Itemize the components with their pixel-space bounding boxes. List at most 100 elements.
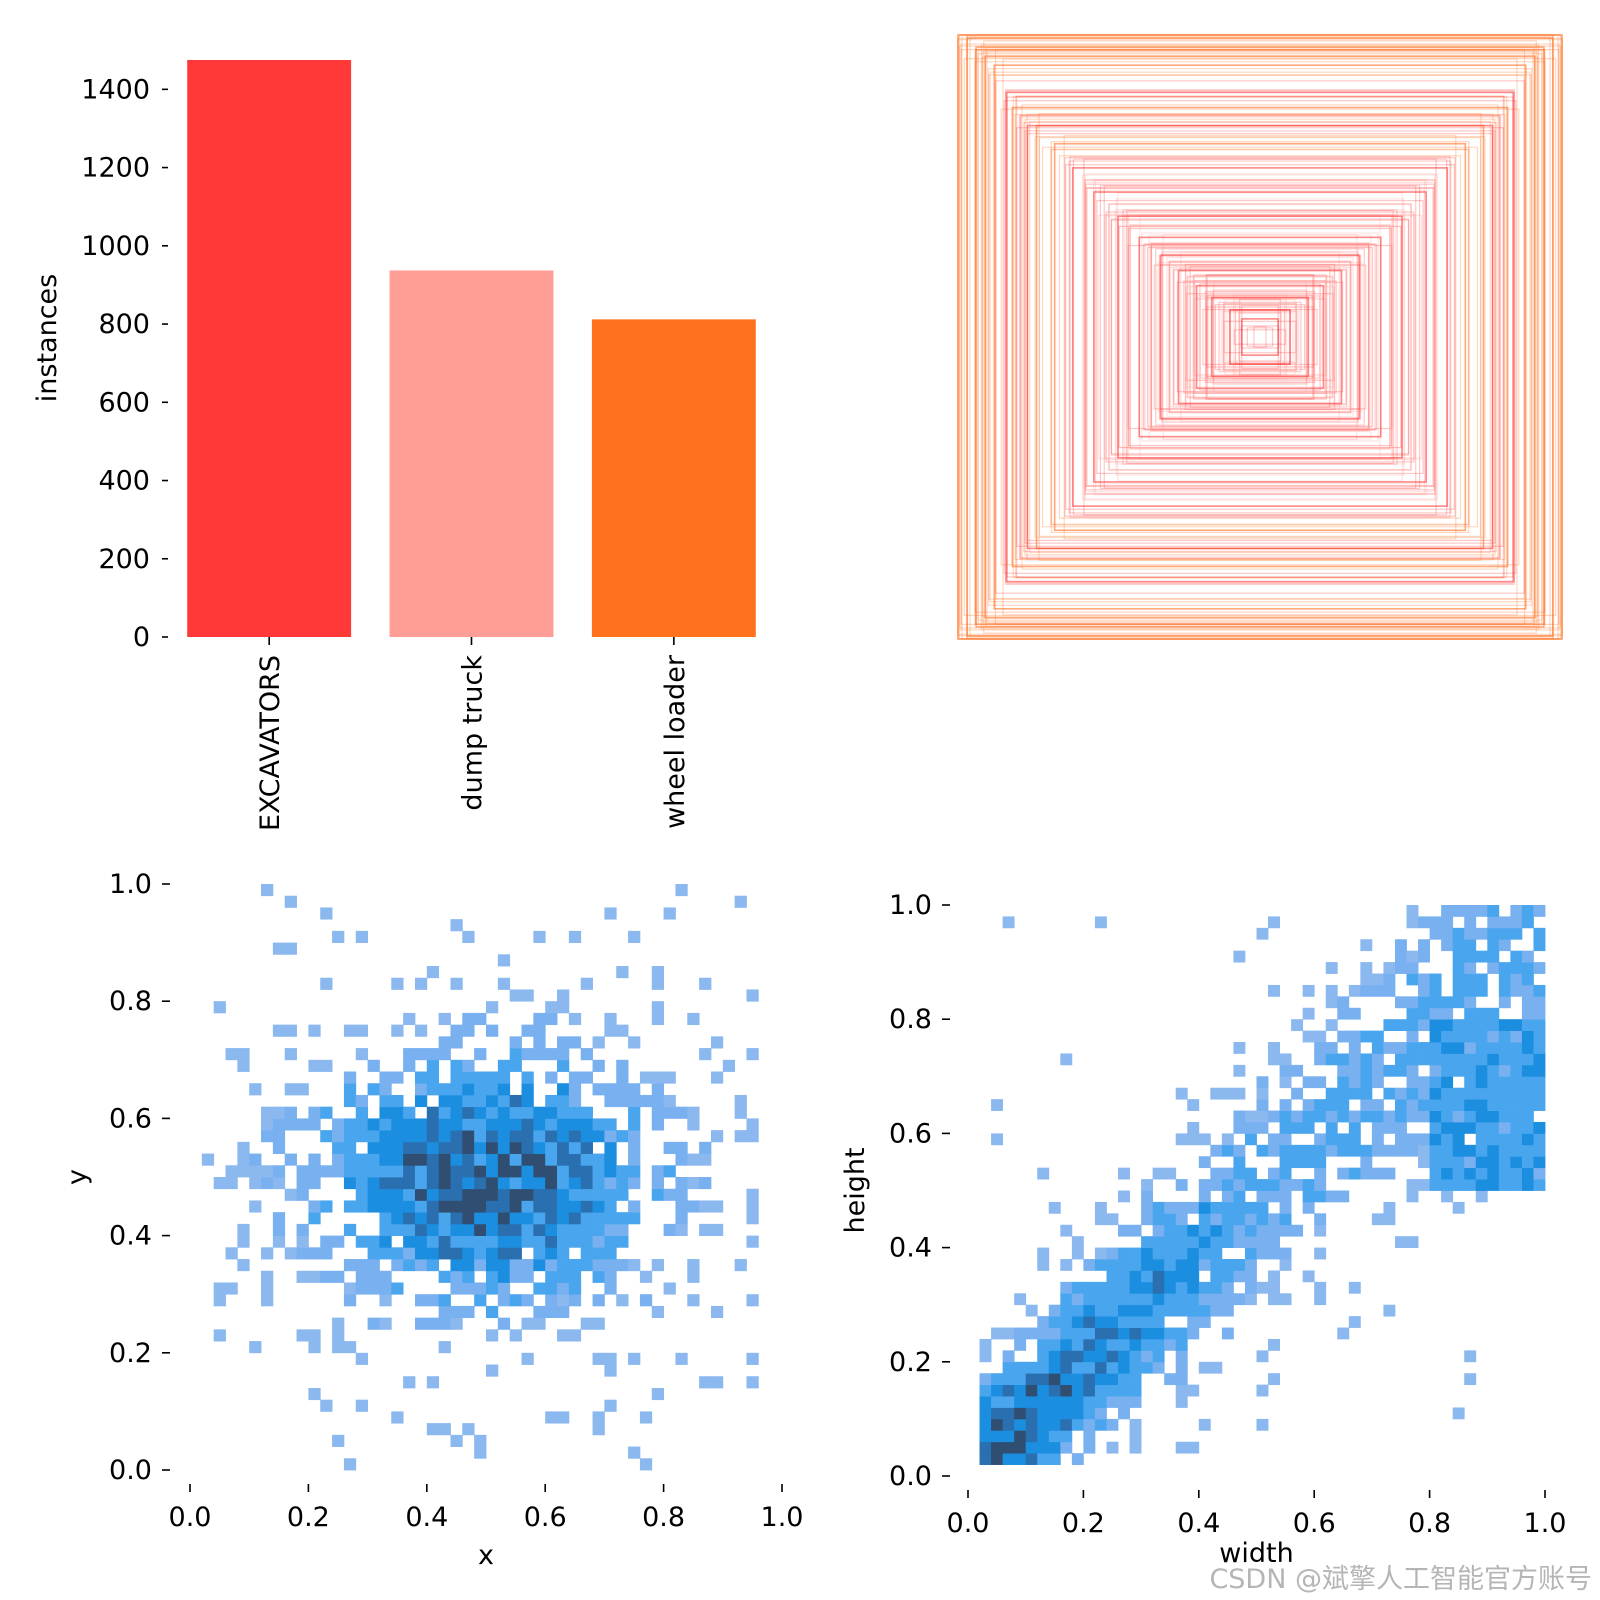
xy-heatmap-cell: [332, 1235, 345, 1248]
bar-y-tick-label: 600: [98, 387, 150, 418]
wh-heatmap-cell: [1314, 1167, 1327, 1180]
xy-heatmap-cell: [497, 977, 511, 990]
wh-heatmap-cell: [1337, 1007, 1350, 1020]
xy-heatmap-cell: [414, 977, 428, 990]
wh-heatmap-cell: [1256, 1099, 1269, 1111]
wh-heatmap-cell: [1164, 1373, 1177, 1386]
xy-heatmap-cell: [403, 1130, 416, 1143]
xy-heatmap-cell: [486, 1024, 499, 1037]
xy-heatmap-cell: [308, 1177, 321, 1190]
xy-heatmap-cell: [343, 1118, 357, 1131]
xy-heatmap-cell: [462, 1106, 475, 1119]
wh-heatmap-cell: [1129, 1259, 1142, 1271]
xy-heatmap-cell: [391, 1071, 404, 1084]
wh-heatmap-cell: [1060, 1316, 1073, 1328]
label-box-jitter: [975, 49, 1545, 625]
label-box-jitter: [1232, 294, 1288, 380]
xy-heatmap-cell: [521, 1270, 534, 1283]
wh-heatmap-cell: [1464, 1099, 1477, 1111]
wh-heatmap-cell: [1337, 1144, 1350, 1157]
xy-heatmap-cell: [343, 1282, 357, 1295]
label-box-jitter: [1081, 174, 1439, 500]
xy-heatmap-cell: [746, 1294, 759, 1307]
wh-heatmap-cell: [1083, 1373, 1096, 1386]
wh-heatmap-cell: [1464, 1007, 1477, 1020]
label-box: [975, 46, 1545, 628]
xy-heatmap-cell: [545, 1212, 558, 1225]
xy-heatmap-cell: [296, 1188, 309, 1201]
wh-heatmap-cell: [1418, 939, 1430, 952]
label-box-jitter: [1233, 329, 1287, 345]
xy-heatmap-cell: [533, 1048, 546, 1061]
xy-heatmap-cell: [509, 1329, 522, 1342]
xy-heatmap-cell: [521, 1235, 534, 1248]
label-box-jitter: [977, 53, 1543, 621]
wh-heatmap-cell: [1406, 1133, 1419, 1146]
wh-heatmap-cell: [1141, 1259, 1154, 1271]
wh-heatmap-cell: [1256, 1144, 1269, 1157]
xy-heatmap-cell: [592, 1317, 605, 1330]
wh-heatmap-cell: [1221, 1213, 1234, 1226]
xy-heatmap-cell: [746, 1212, 759, 1225]
xy-heatmap-cell: [580, 1188, 593, 1201]
wh-heatmap-cell: [1510, 1042, 1523, 1054]
xy-heatmap-cell: [557, 1118, 570, 1131]
label-box: [1108, 203, 1412, 471]
xy-heatmap-cell: [533, 1024, 546, 1037]
wh-heatmap-cell: [1498, 927, 1511, 940]
xy-heatmap-cell: [604, 1223, 617, 1236]
wh-heatmap-cell: [1060, 1327, 1073, 1340]
wh-heatmap-cell: [1118, 1327, 1130, 1340]
wh-heatmap-cell: [1106, 1384, 1119, 1397]
label-box-jitter: [1068, 160, 1452, 514]
wh-heatmap-cell: [1521, 1007, 1534, 1020]
xy-heatmap-cell: [545, 1130, 558, 1143]
wh-heatmap-cell: [1106, 1281, 1119, 1294]
xy-heatmap-cell: [426, 1059, 440, 1072]
xy-heatmap-cell: [320, 907, 333, 920]
xy-heatmap-cell: [533, 1177, 546, 1190]
wh-heatmap-cell: [1452, 1030, 1465, 1043]
wh-heatmap-cell: [1118, 1293, 1130, 1306]
wh-heatmap-cell: [1048, 1304, 1061, 1317]
wh-heatmap-cell: [1371, 1121, 1384, 1134]
xy-y-tick-label: 0.6: [109, 1103, 152, 1134]
xy-heatmap-cells: [201, 884, 759, 1471]
wh-heatmap-cell: [1198, 1156, 1211, 1169]
xy-heatmap-cell: [403, 1188, 416, 1201]
wh-heatmap-cell: [1475, 1121, 1488, 1134]
wh-heatmap-cell: [1279, 1064, 1292, 1077]
xy-heatmap-cell: [450, 1024, 463, 1037]
xy-heatmap-cell: [533, 1188, 546, 1201]
xy-heatmap-cell: [533, 1130, 546, 1143]
wh-heatmap-cell: [1441, 905, 1454, 917]
wh-heatmap-cell: [1325, 1042, 1338, 1054]
label-box-jitter: [1183, 280, 1337, 394]
wh-heatmap-cell: [1118, 1304, 1130, 1317]
wh-y-tick-label: 0.2: [889, 1347, 932, 1378]
wh-heatmap-cell: [1533, 1042, 1546, 1054]
wh-heatmap-cell: [1210, 1361, 1223, 1374]
wh-heatmap-cell: [1487, 1019, 1500, 1032]
wh-heatmap-cell: [1360, 962, 1373, 974]
wh-heatmap-cell: [1348, 1167, 1361, 1180]
wh-heatmap-cell: [1164, 1167, 1177, 1180]
wh-heatmap-cell: [1037, 1167, 1050, 1180]
bar-series: [187, 60, 756, 637]
wh-heatmap-cell: [1498, 916, 1511, 929]
xy-heatmap-cell: [497, 1059, 511, 1072]
xy-heatmap-cell: [710, 1130, 724, 1143]
wh-heatmap-cell: [1118, 1190, 1130, 1203]
xy-heatmap-cell: [426, 1294, 440, 1307]
xy-heatmap-cell: [580, 1317, 593, 1330]
wh-heatmap-cell: [1521, 973, 1534, 986]
label-box: [1093, 191, 1427, 483]
wh-heatmap-cell: [1487, 1030, 1500, 1043]
wh-heatmap-cell: [1533, 1064, 1546, 1077]
xy-heatmap-cell: [521, 1130, 534, 1143]
wh-heatmap-cell: [1371, 1167, 1384, 1180]
xy-heatmap-cell: [343, 1177, 357, 1190]
xy-heatmap-cell: [474, 1165, 487, 1178]
xy-heatmap-cell: [604, 1259, 617, 1272]
xy-heatmap-cell: [533, 1012, 546, 1026]
